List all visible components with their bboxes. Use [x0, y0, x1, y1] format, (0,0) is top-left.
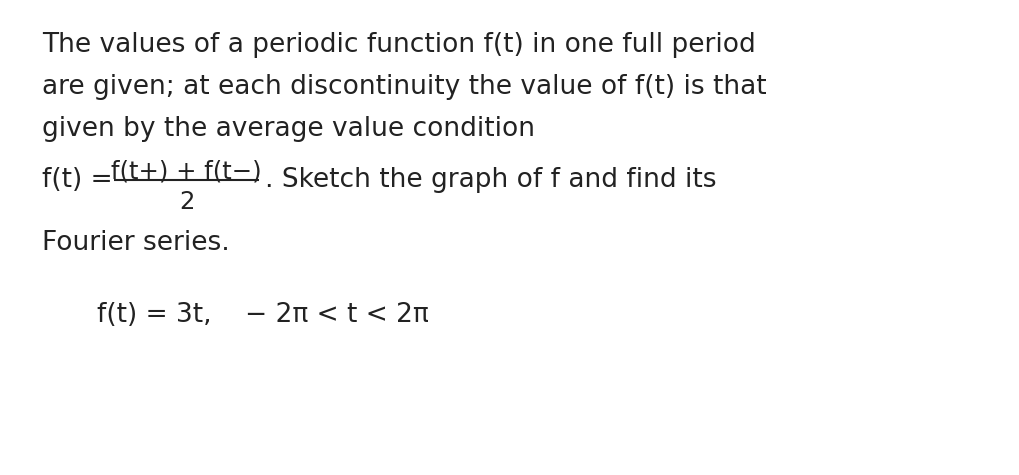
- Text: 2: 2: [178, 190, 195, 214]
- Text: f(t+) + f(t−): f(t+) + f(t−): [111, 160, 262, 184]
- Text: given by the average value condition: given by the average value condition: [42, 116, 535, 142]
- Text: . Sketch the graph of f and find its: . Sketch the graph of f and find its: [265, 167, 716, 193]
- Text: The values of a periodic function f(t) in one full period: The values of a periodic function f(t) i…: [42, 32, 756, 58]
- Text: f(t) =: f(t) =: [42, 167, 121, 193]
- Text: are given; at each discontinuity the value of f(t) is that: are given; at each discontinuity the val…: [42, 74, 766, 100]
- Text: f(t) = 3t,    − 2π < t < 2π: f(t) = 3t, − 2π < t < 2π: [97, 302, 429, 328]
- Text: Fourier series.: Fourier series.: [42, 230, 229, 256]
